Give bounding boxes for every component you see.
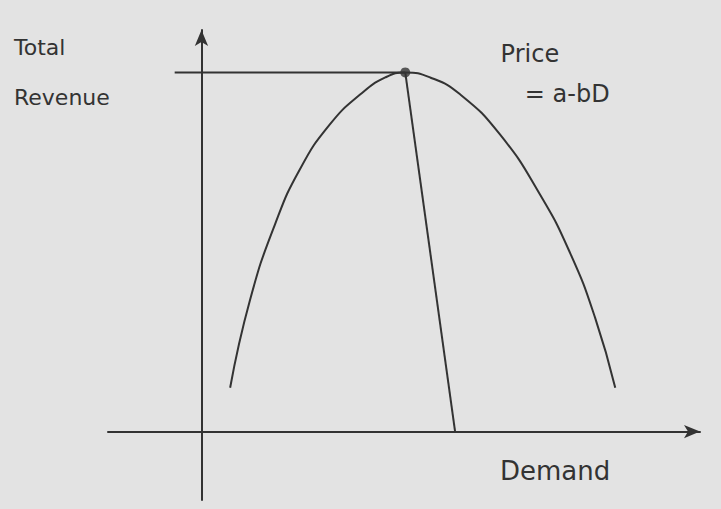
- svg-text:Demand: Demand: [500, 456, 610, 486]
- svg-text:Price: Price: [501, 40, 560, 68]
- svg-text:Revenue: Revenue: [14, 85, 110, 110]
- svg-text:Total: Total: [13, 35, 65, 60]
- svg-text:= a-bD: = a-bD: [525, 80, 610, 108]
